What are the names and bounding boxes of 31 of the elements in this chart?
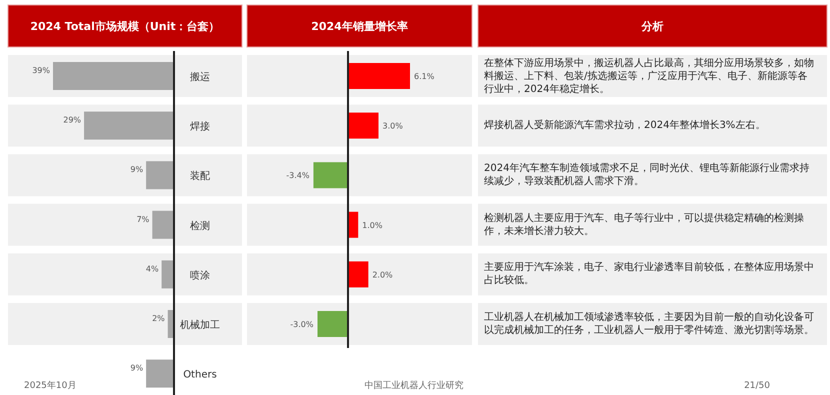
- y-tick-label: 搬运: [190, 71, 210, 83]
- data-label: 4%: [146, 264, 159, 274]
- data-label: 2%: [152, 314, 166, 323]
- text: 2024年汽车整车制造领域需求不足，同时光伏、锂电等新能源行业需求持续减少，导致装配机器人需求下滑。: [484, 162, 810, 190]
- data-label: 3.0%: [382, 122, 404, 131]
- y-tick-label: 焊接: [190, 120, 210, 133]
- data-label: 39%: [32, 66, 50, 75]
- text: 焊接机器人受新能源汽车需求拉动，2024年整体增长3%左右。: [484, 118, 766, 134]
- text: 检测机器人主要应用于汽车、电子等行业中，可以提供稳定精确的检测操作，未来增长潜力较大。: [484, 212, 805, 239]
- chart-title: 2024年销量增长率: [311, 20, 408, 33]
- text: 主要应用于汽车涂装，电子、家电行业渗透率目前较低，在整体应用场景中占比较低。: [484, 260, 815, 288]
- y-tick-label: 装配: [190, 170, 210, 182]
- data-label: 7%: [136, 214, 150, 224]
- text: 中国工业机器人行业研究: [364, 380, 464, 391]
- data-label: 9%: [130, 364, 144, 373]
- data-label: 6.1%: [414, 72, 435, 81]
- data-label: -3.4%: [286, 171, 310, 180]
- text: 分析: [640, 20, 664, 33]
- y-tick-label: 喷涂: [190, 269, 210, 282]
- y-tick-label: 机械加工: [180, 319, 220, 331]
- y-tick-label: 检测: [190, 220, 210, 232]
- data-label: 2.0%: [372, 270, 394, 280]
- y-tick-label: Others: [183, 370, 217, 381]
- text: 工业机器人在机械加工领域渗透率较低，主要因为目前一般的自动化设备可以完成机械加工的任务，工业机器人一般用于零件铸造、激光切割等场景。: [484, 310, 815, 338]
- data-label: 1.0%: [362, 220, 383, 230]
- data-label: 29%: [63, 116, 82, 125]
- annotation: 2025年10月: [24, 380, 76, 391]
- data-label: -3.0%: [290, 320, 314, 329]
- data-label: 9%: [130, 165, 144, 174]
- chart-title: 2024 Total市场规模（Unit：台套）: [30, 20, 220, 33]
- text: 21/50: [744, 381, 770, 391]
